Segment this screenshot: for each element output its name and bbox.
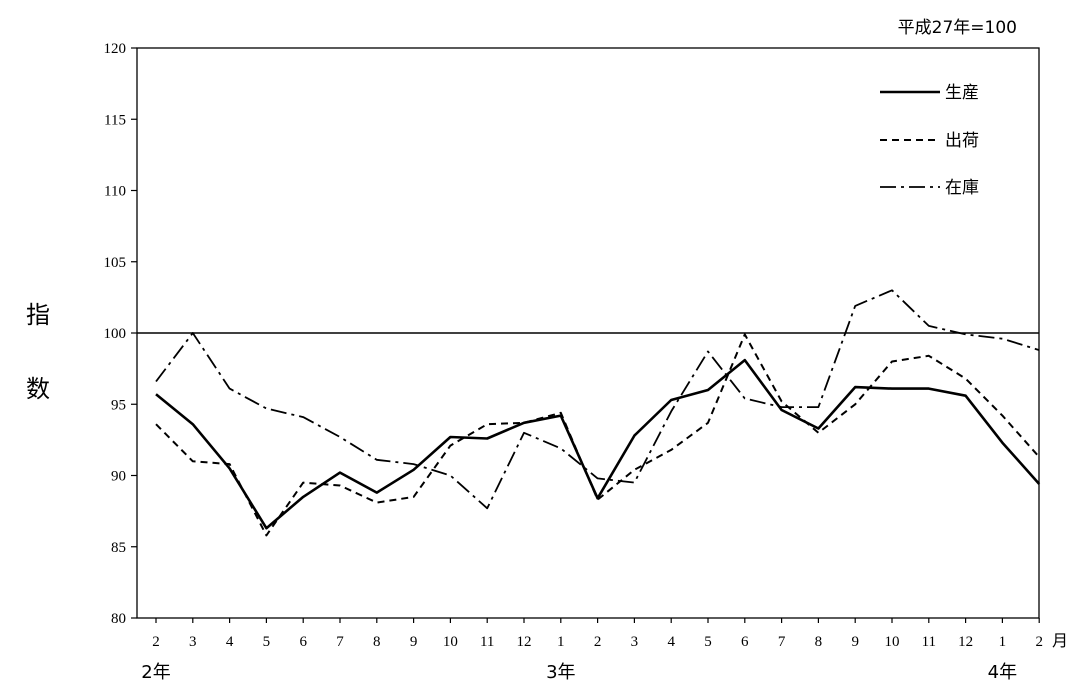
x-tick-label: 6 <box>741 634 749 650</box>
x-tick-label: 4 <box>667 634 675 650</box>
year-label: 4年 <box>988 662 1017 683</box>
x-tick-label: 12 <box>517 634 532 650</box>
x-tick-label: 2 <box>1035 634 1043 650</box>
series-line-2 <box>155 333 1040 537</box>
x-tick-label: 11 <box>922 634 936 650</box>
x-tick-label: 10 <box>443 634 458 650</box>
x-tick-label: 9 <box>851 634 859 650</box>
legend-label: 出荷 <box>945 131 979 151</box>
x-tick-label: 7 <box>336 634 344 650</box>
y-tick-label: 120 <box>104 41 127 57</box>
x-tick-label: 3 <box>631 634 639 650</box>
y-tick-label: 110 <box>104 184 126 200</box>
x-tick-label: 2 <box>594 634 602 650</box>
x-tick-label: 2 <box>152 634 160 650</box>
x-tick-label: 1 <box>999 634 1007 650</box>
legend-label: 在庫 <box>945 178 979 198</box>
x-tick-label: 6 <box>299 634 307 650</box>
y-tick-label: 105 <box>104 255 127 271</box>
year-label: 3年 <box>546 662 575 683</box>
y-tick-label: 85 <box>111 540 126 556</box>
y-tick-label: 115 <box>104 112 126 128</box>
legend-label: 生産 <box>945 83 979 103</box>
x-tick-label: 11 <box>480 634 494 650</box>
x-tick-label: 10 <box>885 634 900 650</box>
x-tick-label: 5 <box>263 634 271 650</box>
series-line-1 <box>155 358 1041 530</box>
x-tick-label: 8 <box>373 634 381 650</box>
y-tick-label: 90 <box>111 469 126 485</box>
y-tick-label: 95 <box>111 397 126 413</box>
x-tick-label: 8 <box>815 634 823 650</box>
y-tick-label: 100 <box>104 326 127 342</box>
x-tick-label: 3 <box>189 634 197 650</box>
base-year-note: 平成27年=100 <box>898 18 1017 38</box>
y-tick-label: 80 <box>111 611 126 627</box>
x-tick-label: 7 <box>778 634 786 650</box>
x-tick-label: 9 <box>410 634 418 650</box>
x-tick-label: 5 <box>704 634 712 650</box>
x-unit-label: 月 <box>1052 631 1068 650</box>
series-line-3 <box>155 289 1040 510</box>
x-tick-label: 4 <box>226 634 234 650</box>
x-tick-label: 1 <box>557 634 565 650</box>
y-axis-title-char: 数 <box>26 375 50 403</box>
year-label: 2年 <box>141 662 170 683</box>
x-tick-label: 12 <box>958 634 973 650</box>
y-axis-title-char: 指 <box>26 301 50 329</box>
